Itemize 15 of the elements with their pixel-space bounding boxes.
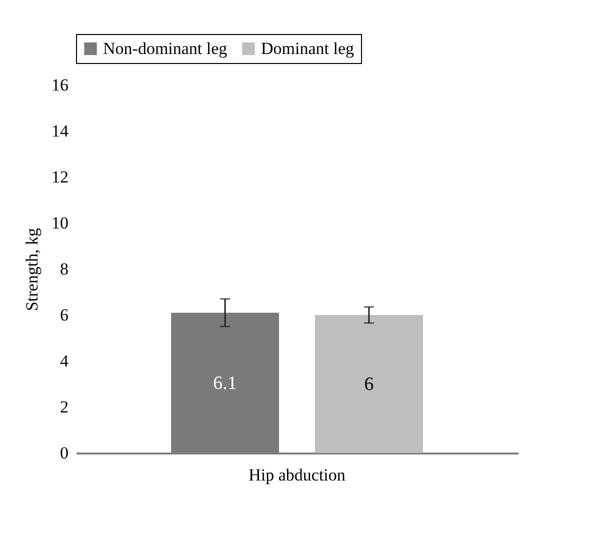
- y-tick-label: 10: [52, 214, 68, 232]
- x-tick-label: Hip abduction: [248, 466, 346, 484]
- y-tick-label: 0: [60, 444, 68, 462]
- y-tick-label: 6: [60, 306, 68, 324]
- y-tick-label: 16: [52, 76, 68, 94]
- legend-label: Non-dominant leg: [103, 38, 228, 58]
- data-label: 6.1: [213, 372, 237, 394]
- y-tick-label: 8: [60, 260, 68, 278]
- y-tick-label: 14: [52, 122, 69, 140]
- legend-label: Dominant leg: [261, 38, 355, 58]
- y-tick-label: 2: [60, 398, 68, 416]
- data-label: 6: [364, 374, 374, 395]
- y-axis-title: Strength, kg: [22, 227, 42, 312]
- y-tick-label: 4: [60, 352, 69, 370]
- y-tick-label: 12: [52, 168, 68, 186]
